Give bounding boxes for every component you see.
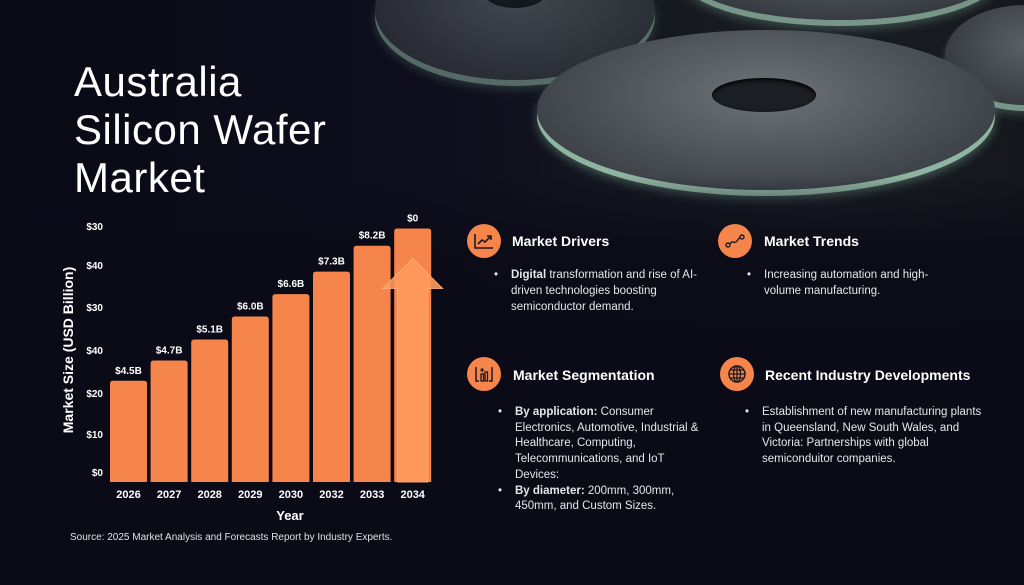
bar	[150, 360, 188, 482]
data-label: $6.0B	[237, 302, 264, 313]
y-axis-label: Market Size (USD Billion)	[60, 267, 76, 433]
x-tick-label: 2030	[279, 489, 303, 501]
list-item: By application: Consumer Electronics, Au…	[498, 405, 707, 484]
y-tick-label: $30	[86, 303, 103, 314]
y-tick-label: $20	[86, 389, 103, 400]
x-tick-label: 2027	[157, 489, 181, 501]
data-label: $8.2B	[359, 231, 386, 242]
bar	[191, 339, 229, 482]
section-list: Digital transformation and rise of AI-dr…	[494, 267, 701, 315]
section-title: Market Trends	[764, 233, 859, 249]
list-item: By diameter: 200mm, 300mm, 450mm, and Cu…	[498, 484, 707, 515]
bar	[353, 245, 391, 482]
bar-chart-icon	[467, 357, 501, 391]
data-label: $4.7B	[156, 346, 183, 357]
list-item: Digital transformation and rise of AI-dr…	[494, 267, 701, 315]
y-tick-label: $40	[86, 261, 103, 272]
list-item: Establishment of new manufacturing plant…	[745, 405, 982, 468]
x-tick-label: 2028	[197, 489, 221, 501]
data-label: $0	[407, 214, 419, 225]
item-bold: By diameter:	[515, 484, 585, 497]
bar-chart: $0 $10 $20 $40 $30 $40 $30 Market Size (USD Bil…	[60, 214, 444, 523]
section-title: Market Drivers	[512, 233, 610, 249]
item-text: Increasing automation and high-volume ma…	[764, 269, 929, 297]
trend-line-icon	[718, 224, 752, 258]
x-tick-label: 2034	[400, 489, 425, 501]
list-item: Increasing automation and high-volume ma…	[747, 267, 964, 299]
bar	[272, 294, 310, 482]
section-list: Increasing automation and high-volume ma…	[747, 267, 964, 299]
item-bold: Digital	[511, 269, 547, 281]
x-tick-label: 2033	[360, 489, 384, 501]
growth-arrow-icon	[381, 257, 444, 483]
item-text: Establishment of new manufacturing plant…	[762, 406, 982, 466]
y-tick-label: $30	[86, 222, 103, 233]
data-label: $7.3B	[318, 257, 345, 268]
y-tick-label: $40	[86, 346, 103, 357]
page-title: Australia Silicon Wafer Market	[74, 58, 326, 202]
x-tick-label: 2032	[319, 489, 343, 501]
title-line: Silicon Wafer	[74, 106, 327, 153]
bar	[313, 271, 350, 482]
data-label: $6.6B	[278, 279, 305, 290]
y-tick-label: $10	[86, 430, 103, 441]
data-label: $4.5B	[115, 366, 142, 377]
section-list: Establishment of new manufacturing plant…	[745, 405, 982, 468]
y-tick-label: $0	[92, 468, 104, 479]
title-line: Market	[74, 154, 206, 201]
item-text: 200mm, 300mm, 450mm, and Custom Sizes.	[515, 484, 675, 513]
item-text: transformation and rise of AI-driven tec…	[511, 269, 697, 313]
x-axis-label: Year	[276, 508, 303, 523]
section-list: By application: Consumer Electronics, Au…	[498, 405, 707, 515]
x-tick-label: 2029	[238, 489, 262, 501]
chart-trend-icon	[467, 224, 501, 258]
section-title: Recent Industry Developments	[765, 367, 971, 383]
bar	[110, 380, 147, 482]
bar	[231, 316, 269, 482]
title-line: Australia	[74, 58, 242, 105]
item-text: Consumer Electronics, Automotive, Indust…	[515, 406, 699, 481]
data-label: $5.1B	[196, 324, 223, 335]
source-note: Source: 2025 Market Analysis and Forecas…	[70, 532, 393, 543]
x-tick-label: 2026	[116, 489, 140, 501]
globe-icon	[720, 357, 754, 391]
item-bold: By application:	[515, 406, 598, 418]
section-title: Market Segmentation	[513, 367, 655, 383]
